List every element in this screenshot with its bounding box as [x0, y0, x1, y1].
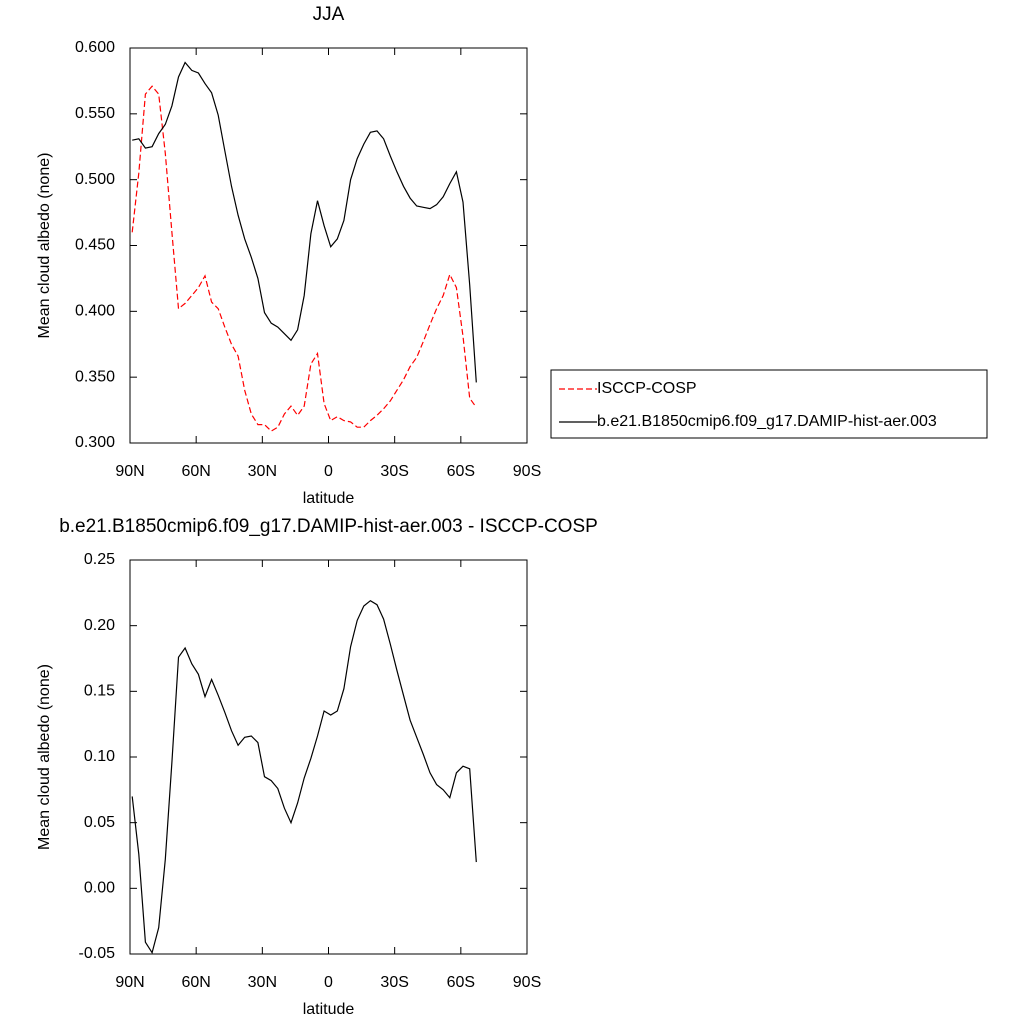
x-tick-label: 90N: [115, 974, 144, 991]
y-tick-label: 0.450: [75, 237, 115, 254]
y-tick-label: 0.20: [84, 617, 115, 634]
y-axis-label: Mean cloud albedo (none): [36, 664, 53, 850]
y-tick-label: 0.15: [84, 683, 115, 700]
plot-frame: [129, 559, 528, 955]
y-tick-label: 0.00: [84, 880, 115, 897]
plot-frame: [129, 47, 528, 444]
legend-label: ISCCP-COSP: [597, 380, 697, 397]
data-line: [132, 61, 477, 383]
x-tick-label: 30S: [380, 974, 408, 991]
x-tick-label: 90N: [115, 463, 144, 480]
legend-box: [550, 369, 988, 439]
x-axis-label: latitude: [303, 1001, 355, 1018]
x-tick-label: 90S: [513, 463, 541, 480]
y-tick-label: 0.550: [75, 105, 115, 122]
data-line: [131, 599, 477, 955]
y-tick-label: 0.10: [84, 748, 115, 765]
y-tick-label: 0.300: [75, 434, 115, 451]
x-tick-label: 60N: [181, 463, 210, 480]
y-tick-label: 0.600: [75, 39, 115, 56]
y-tick-label: 0.25: [84, 551, 115, 568]
y-tick-label: 0.05: [84, 814, 115, 831]
data-line: [131, 85, 477, 432]
chart-title: JJA: [313, 4, 345, 25]
y-tick-label: -0.05: [79, 945, 116, 962]
x-tick-label: 30S: [380, 463, 408, 480]
y-tick-label: 0.400: [75, 303, 115, 320]
y-tick-label: 0.350: [75, 368, 115, 385]
x-axis-label: latitude: [303, 490, 355, 507]
x-tick-label: 90S: [513, 974, 541, 991]
x-tick-label: 60S: [447, 974, 475, 991]
x-tick-label: 0: [324, 463, 333, 480]
legend-label: b.e21.B1850cmip6.f09_g17.DAMIP-hist-aer.…: [597, 413, 937, 430]
x-tick-label: 60N: [181, 974, 210, 991]
x-tick-label: 30N: [248, 463, 277, 480]
y-axis-label: Mean cloud albedo (none): [36, 153, 53, 339]
x-tick-label: 60S: [447, 463, 475, 480]
x-tick-label: 30N: [248, 974, 277, 991]
x-tick-label: 0: [324, 974, 333, 991]
y-tick-label: 0.500: [75, 171, 115, 188]
chart-title: b.e21.B1850cmip6.f09_g17.DAMIP-hist-aer.…: [59, 516, 598, 537]
